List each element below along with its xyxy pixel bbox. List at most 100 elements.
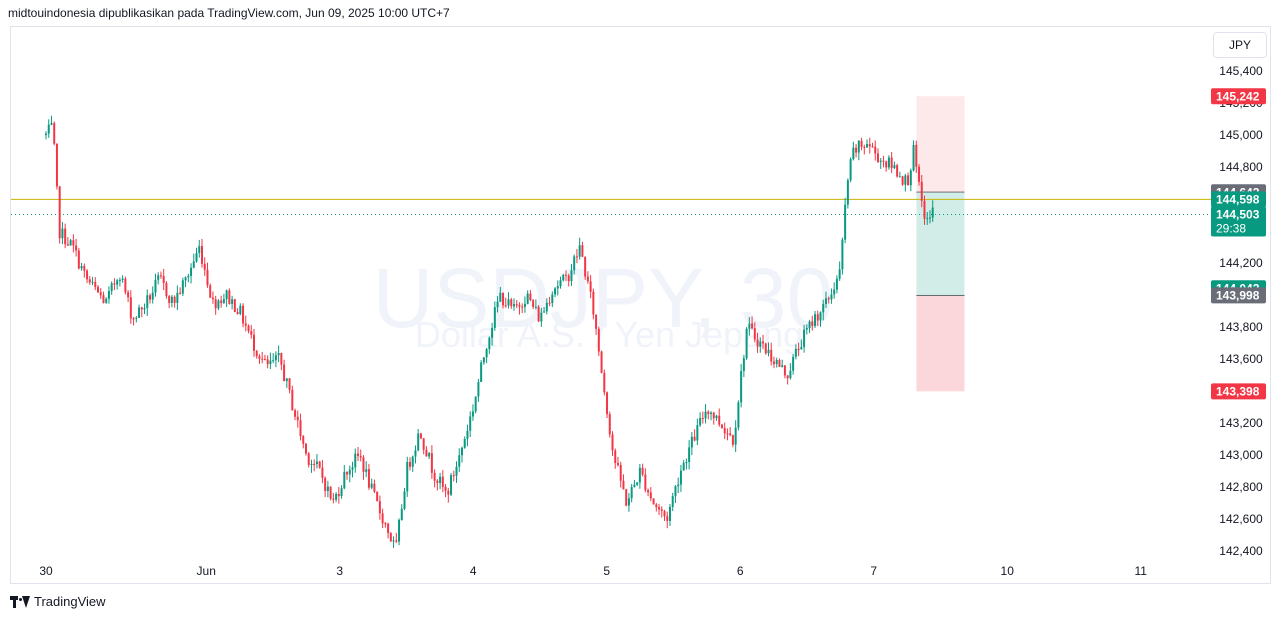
candle-body xyxy=(425,449,428,457)
candle-body xyxy=(666,516,669,521)
candle-body xyxy=(376,491,379,502)
position-zones xyxy=(916,96,965,392)
candle-body xyxy=(47,124,50,134)
candle-body xyxy=(693,436,696,441)
candle-body xyxy=(146,295,149,309)
candle-body xyxy=(726,433,729,435)
candle-body xyxy=(690,436,693,448)
currency-selector[interactable]: JPY xyxy=(1213,32,1267,58)
candle-body xyxy=(918,166,921,182)
candle-body xyxy=(920,181,923,201)
candle-body xyxy=(318,461,321,468)
candle-body xyxy=(649,492,652,499)
candle-body xyxy=(200,246,203,264)
candle-body xyxy=(507,299,510,306)
candle-body xyxy=(398,519,401,542)
candle-body xyxy=(370,483,373,488)
candle-body xyxy=(321,467,324,478)
candle-body xyxy=(822,303,825,313)
y-tick-label: 145,400 xyxy=(1219,64,1263,78)
candle-body xyxy=(296,416,299,421)
candle-body xyxy=(45,133,47,135)
y-tick-label: 143,200 xyxy=(1219,416,1263,430)
candle-body xyxy=(573,256,576,271)
price-chart[interactable]: USDJPY, 30 Dollar A.S. / Yen Jepang 145,… xyxy=(11,27,1270,583)
candle-body xyxy=(783,365,786,376)
candle-body xyxy=(58,186,61,239)
x-tick-label: 10 xyxy=(1001,564,1015,578)
candle-body xyxy=(589,281,592,292)
candle-body xyxy=(931,207,934,218)
candle-body xyxy=(729,433,732,436)
candle-body xyxy=(909,170,912,186)
candle-body xyxy=(608,414,611,435)
candle-body xyxy=(247,325,250,332)
footer-brand[interactable]: TradingView xyxy=(10,594,106,609)
candle-body xyxy=(50,123,53,125)
footer-brand-label: TradingView xyxy=(34,594,106,609)
candle-body xyxy=(534,306,537,308)
candle-body xyxy=(165,283,168,297)
candle-body xyxy=(444,486,447,491)
candle-body xyxy=(469,416,472,431)
candle-body xyxy=(674,486,677,497)
candle-body xyxy=(523,303,526,307)
candle-body xyxy=(222,299,225,303)
candle-body xyxy=(600,351,603,373)
candle-body xyxy=(762,341,765,344)
candle-body xyxy=(310,463,313,465)
candle-body xyxy=(923,200,926,219)
candle-body xyxy=(658,507,661,510)
candle-body xyxy=(778,360,781,367)
candle-body xyxy=(184,277,187,281)
x-tick-label: 7 xyxy=(870,564,877,578)
candle-body xyxy=(187,275,190,278)
candle-body xyxy=(225,290,228,300)
candle-body xyxy=(403,491,406,509)
candle-body xyxy=(496,301,499,308)
candle-body xyxy=(838,269,841,279)
candle-body xyxy=(168,296,171,303)
candle-body xyxy=(148,295,151,300)
candle-body xyxy=(688,447,691,463)
y-tick-label: 142,400 xyxy=(1219,544,1263,558)
candle-body xyxy=(575,256,578,258)
candle-body xyxy=(482,357,485,363)
candle-body xyxy=(532,300,535,307)
candle-body xyxy=(143,308,146,310)
watermark-description: Dollar A.S. / Yen Jepang xyxy=(415,314,803,355)
candle-body xyxy=(220,300,223,303)
price-label-text: 144,598 xyxy=(1216,192,1260,206)
candle-body xyxy=(537,306,540,322)
candle-body xyxy=(91,281,94,283)
candle-body xyxy=(625,489,628,506)
candle-body xyxy=(373,483,376,492)
candle-body xyxy=(354,453,357,468)
candle-body xyxy=(340,488,343,497)
candle-body xyxy=(863,146,866,148)
candle-body xyxy=(365,469,368,472)
candle-body xyxy=(179,292,182,294)
chart-frame[interactable]: USDJPY, 30 Dollar A.S. / Yen Jepang 145,… xyxy=(10,26,1271,584)
candle-body xyxy=(636,482,639,485)
candle-body xyxy=(562,274,565,281)
candle-body xyxy=(710,412,713,414)
candle-body xyxy=(329,486,332,499)
candle-body xyxy=(595,314,598,329)
short-target-zone xyxy=(916,96,965,193)
candle-body xyxy=(480,362,483,382)
price-axis: 145,400145,200145,000144,800144,200143,8… xyxy=(1219,64,1263,558)
candle-body xyxy=(315,461,318,464)
candle-body xyxy=(138,307,141,318)
candle-body xyxy=(395,540,398,542)
candle-body xyxy=(274,355,277,361)
candle-body xyxy=(269,360,272,365)
candle-body xyxy=(304,443,307,454)
candle-body xyxy=(707,411,710,414)
candle-body xyxy=(455,466,458,476)
price-label-badge xyxy=(1211,383,1266,400)
candle-body xyxy=(151,292,154,300)
candle-body xyxy=(64,228,67,245)
candle-body xyxy=(767,349,770,354)
candle-body xyxy=(157,275,160,280)
